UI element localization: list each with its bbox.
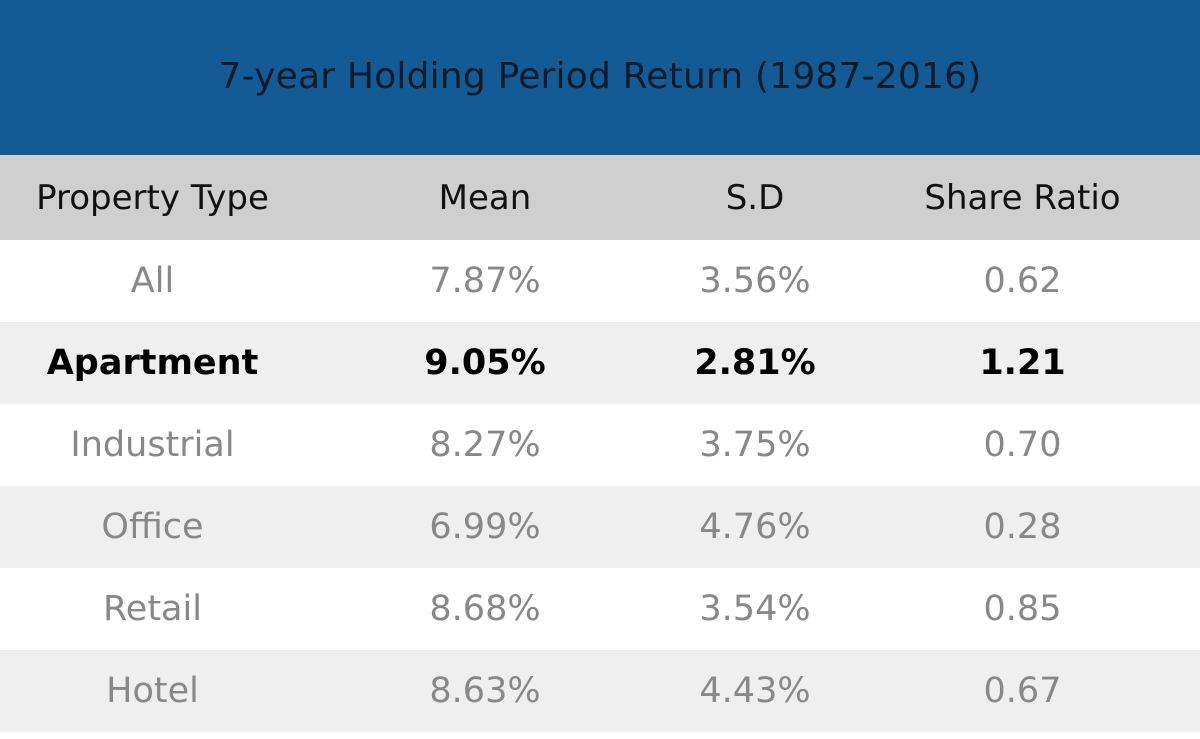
header-mean: Mean: [438, 177, 532, 218]
cell-sd: 3.54%: [699, 589, 811, 629]
cell-mean: 8.27%: [429, 425, 541, 465]
header-property-type: Property Type: [36, 177, 269, 218]
header-row: Property Type Mean S.D Share Ratio: [0, 155, 1200, 240]
cell-sd: 3.56%: [699, 261, 811, 301]
table-row: Office 6.99% 4.76% 0.28: [0, 486, 1200, 568]
table-row: Retail 8.68% 3.54% 0.85: [0, 568, 1200, 650]
table-row: All 7.87% 3.56% 0.62: [0, 240, 1200, 322]
cell-share-ratio: 0.28: [983, 507, 1062, 547]
cell-sd: 3.75%: [699, 425, 811, 465]
cell-mean: 6.99%: [429, 507, 541, 547]
cell-sd: 2.81%: [694, 343, 816, 383]
cell-property-type: Apartment: [46, 343, 259, 383]
cell-property-type: All: [130, 261, 175, 301]
cell-property-type: Industrial: [70, 425, 235, 465]
cell-share-ratio: 1.21: [979, 343, 1066, 383]
cell-property-type: Retail: [103, 589, 202, 629]
cell-property-type: Hotel: [106, 671, 199, 711]
cell-sd: 4.43%: [699, 671, 811, 711]
cell-mean: 9.05%: [424, 343, 546, 383]
cell-share-ratio: 0.70: [983, 425, 1062, 465]
cell-mean: 8.68%: [429, 589, 541, 629]
chart-title: 7-year Holding Period Return (1987-2016): [218, 56, 982, 97]
cell-mean: 7.87%: [429, 261, 541, 301]
table-row: Apartment 9.05% 2.81% 1.21: [0, 322, 1200, 404]
header-share-ratio: Share Ratio: [924, 177, 1121, 218]
table-row: Industrial 8.27% 3.75% 0.70: [0, 404, 1200, 486]
cell-share-ratio: 0.62: [983, 261, 1062, 301]
table-row: Hotel 8.63% 4.43% 0.67: [0, 650, 1200, 732]
title-bar: 7-year Holding Period Return (1987-2016): [0, 0, 1200, 155]
cell-sd: 4.76%: [699, 507, 811, 547]
returns-table: Property Type Mean S.D Share Ratio All 7…: [0, 155, 1200, 732]
cell-share-ratio: 0.85: [983, 589, 1062, 629]
cell-mean: 8.63%: [429, 671, 541, 711]
header-sd: S.D: [725, 177, 785, 218]
cell-share-ratio: 0.67: [983, 671, 1062, 711]
cell-property-type: Office: [101, 507, 204, 547]
